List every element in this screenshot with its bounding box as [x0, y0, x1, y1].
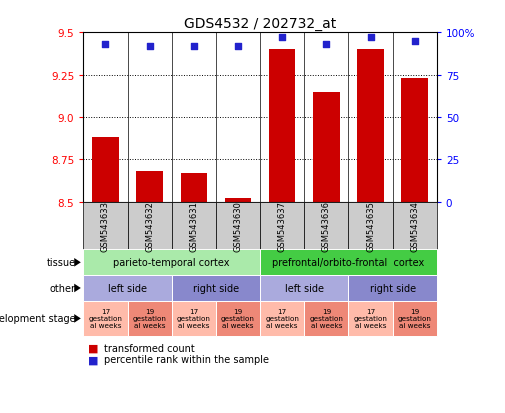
Text: other: other — [50, 283, 76, 293]
Text: ■: ■ — [88, 354, 99, 364]
Text: 19
gestation
al weeks: 19 gestation al weeks — [310, 309, 343, 329]
Text: GSM543637: GSM543637 — [278, 201, 287, 252]
Text: left side: left side — [285, 283, 324, 293]
Bar — [181, 173, 207, 202]
Text: right side: right side — [193, 283, 239, 293]
Text: GSM543635: GSM543635 — [366, 201, 375, 252]
Point — [367, 35, 375, 41]
Text: 19
gestation
al weeks: 19 gestation al weeks — [221, 309, 255, 329]
Bar — [225, 199, 251, 202]
Point — [145, 43, 154, 50]
Point — [411, 38, 419, 45]
Text: 19
gestation
al weeks: 19 gestation al weeks — [133, 309, 167, 329]
Text: right side: right side — [370, 283, 416, 293]
Text: GSM543633: GSM543633 — [101, 201, 110, 252]
Text: ■: ■ — [88, 343, 99, 353]
Bar — [136, 172, 163, 202]
Title: GDS4532 / 202732_at: GDS4532 / 202732_at — [184, 17, 336, 31]
Text: 17
gestation
al weeks: 17 gestation al weeks — [354, 309, 387, 329]
Text: 19
gestation
al weeks: 19 gestation al weeks — [398, 309, 432, 329]
Text: percentile rank within the sample: percentile rank within the sample — [104, 354, 269, 364]
Text: GSM543632: GSM543632 — [145, 201, 154, 252]
Text: GSM543630: GSM543630 — [233, 201, 242, 252]
Text: tissue: tissue — [46, 258, 76, 268]
Text: prefrontal/orbito-frontal  cortex: prefrontal/orbito-frontal cortex — [272, 258, 425, 268]
Point — [102, 42, 110, 48]
Text: 17
gestation
al weeks: 17 gestation al weeks — [88, 309, 122, 329]
Point — [234, 43, 242, 50]
Point — [322, 42, 330, 48]
Bar — [401, 79, 428, 202]
Text: 17
gestation
al weeks: 17 gestation al weeks — [265, 309, 299, 329]
Bar — [269, 50, 295, 202]
Text: left side: left side — [108, 283, 147, 293]
Text: parieto-temporal cortex: parieto-temporal cortex — [114, 258, 230, 268]
Point — [278, 35, 286, 41]
Text: development stage: development stage — [0, 313, 76, 324]
Bar — [92, 138, 119, 202]
Text: GSM543634: GSM543634 — [410, 201, 419, 252]
Point — [190, 43, 198, 50]
Text: transformed count: transformed count — [104, 343, 194, 353]
Text: 17
gestation
al weeks: 17 gestation al weeks — [177, 309, 211, 329]
Bar — [358, 50, 384, 202]
Bar — [313, 93, 339, 202]
Text: GSM543631: GSM543631 — [189, 201, 198, 252]
Text: GSM543636: GSM543636 — [322, 201, 331, 252]
